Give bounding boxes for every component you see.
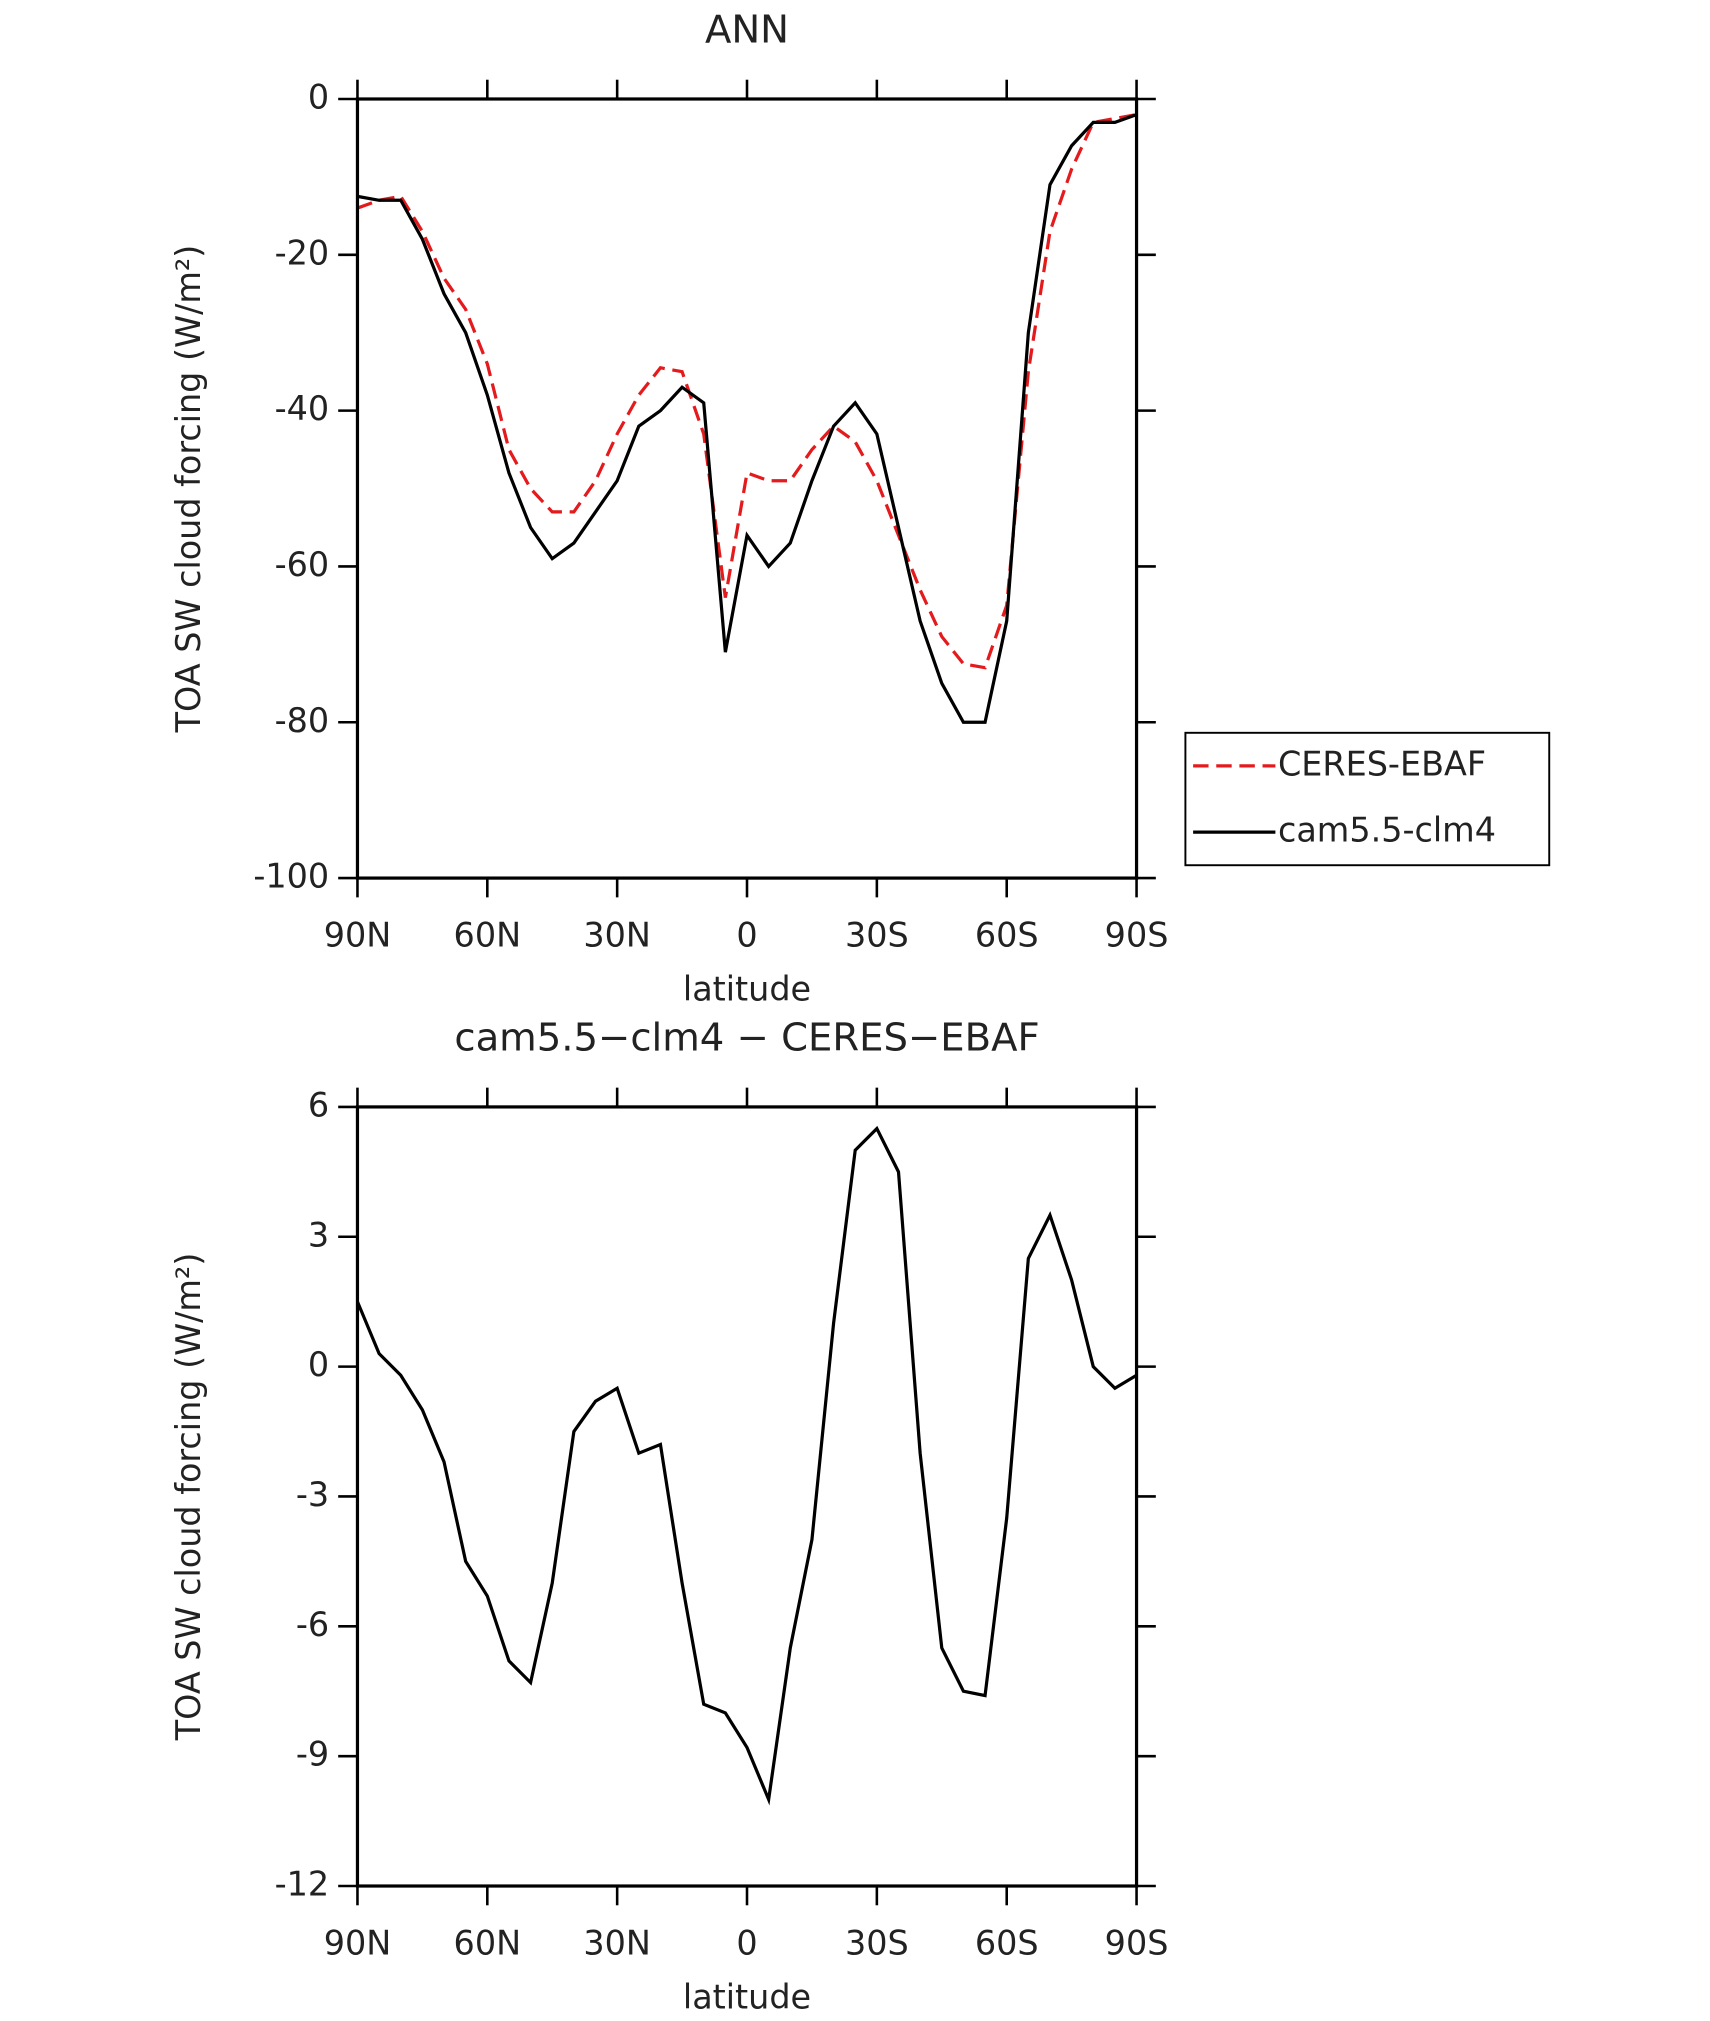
x-tick-label: 30N xyxy=(583,916,651,955)
x-tick-label: 90N xyxy=(324,1924,392,1963)
y-tick-label: -20 xyxy=(275,233,330,272)
x-axis-label: latitude xyxy=(683,1978,811,2017)
x-tick-label: 90S xyxy=(1105,916,1169,955)
plot-frame xyxy=(355,1105,1139,1888)
x-tick-label: 0 xyxy=(736,1924,757,1963)
x-tick-label: 30N xyxy=(583,1924,651,1963)
x-tick-label: 60S xyxy=(975,916,1039,955)
y-tick-label: -60 xyxy=(275,545,330,584)
y-tick-label: 0 xyxy=(308,77,329,116)
y-tick-label: -12 xyxy=(275,1865,330,1904)
legend-label: cam5.5-clm4 xyxy=(1278,811,1496,850)
legend-label: CERES-EBAF xyxy=(1278,744,1486,783)
x-tick-label: 60N xyxy=(454,916,522,955)
y-axis-label: TOA SW cloud forcing (W/m²) xyxy=(169,1253,208,1742)
x-tick-label: 30S xyxy=(845,916,909,955)
data-line xyxy=(355,1125,1138,1806)
y-tick-label: 3 xyxy=(308,1215,329,1254)
chart-title: ANN xyxy=(705,8,789,53)
y-tick-label: -40 xyxy=(275,389,330,428)
y-tick-label: -100 xyxy=(253,857,329,896)
x-axis-label: latitude xyxy=(683,970,811,1009)
chart-title: cam5.5−clm4 − CERES−EBAF xyxy=(454,1016,1039,1061)
y-tick-label: -6 xyxy=(296,1605,329,1644)
y-tick-label: -80 xyxy=(275,701,330,740)
data-line xyxy=(357,113,1138,724)
x-tick-label: 30S xyxy=(845,1924,909,1963)
y-tick-label: -3 xyxy=(296,1475,329,1514)
y-tick-label: 6 xyxy=(308,1085,329,1124)
y-tick-label: -9 xyxy=(296,1735,329,1774)
x-tick-label: 90S xyxy=(1105,1924,1169,1963)
x-tick-label: 60N xyxy=(454,1924,522,1963)
legend-box xyxy=(1184,731,1551,867)
y-axis-label: TOA SW cloud forcing (W/m²) xyxy=(169,245,208,734)
x-tick-label: 60S xyxy=(975,1924,1039,1963)
x-tick-label: 90N xyxy=(324,916,392,955)
data-line xyxy=(356,112,1137,670)
x-tick-label: 0 xyxy=(736,916,757,955)
plot-frame xyxy=(355,97,1139,880)
y-tick-label: 0 xyxy=(308,1345,329,1384)
